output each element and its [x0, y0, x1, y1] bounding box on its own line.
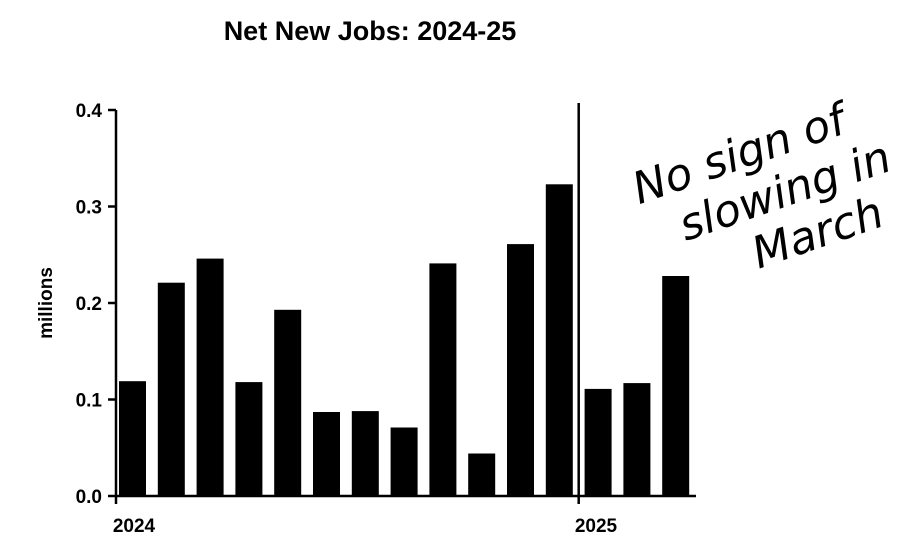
bar-11: [507, 244, 534, 496]
bar-2: [157, 282, 185, 496]
bar-1: [119, 381, 146, 496]
x-tick-label: 2024: [113, 516, 156, 537]
y-tick-label: 0.4: [76, 101, 103, 122]
bar-8: [390, 427, 418, 496]
bar-10: [468, 453, 496, 496]
y-tick-label: 0.2: [76, 294, 102, 315]
bar-3: [196, 258, 224, 496]
handwritten-annotation: No sign of slowing in March: [626, 92, 897, 279]
y-ticks-group: 0.0 0.1 0.2 0.3 0.4: [76, 101, 116, 508]
bar-4: [235, 382, 263, 496]
bar-5: [274, 309, 302, 496]
bars-group: [119, 184, 690, 497]
bar-13: [584, 388, 612, 496]
chart-title: Net New Jobs: 2024-25: [224, 16, 517, 46]
bar-15: [662, 276, 690, 496]
bar-12: [545, 184, 573, 497]
y-tick-label: 0.1: [76, 391, 103, 412]
x-ticks-group: 2024 2025: [113, 496, 618, 537]
y-axis-title: millions: [36, 267, 57, 339]
bar-7: [351, 411, 379, 496]
y-tick-label: 0.3: [76, 198, 102, 219]
y-tick-label: 0.0: [76, 487, 102, 508]
bar-14: [623, 383, 651, 496]
bar-6: [313, 412, 340, 496]
x-tick-label: 2025: [575, 516, 618, 537]
bar-9: [429, 263, 457, 496]
